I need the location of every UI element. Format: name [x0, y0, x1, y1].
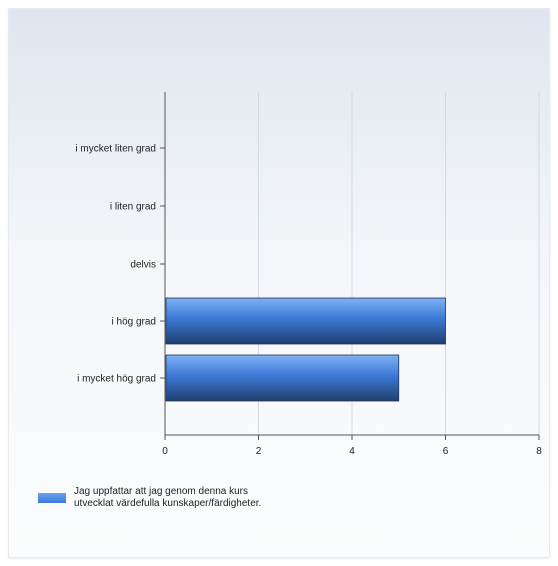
- bar-i-hög-grad: [165, 297, 446, 345]
- legend-swatch: [38, 493, 66, 503]
- bar-i-mycket-hög-grad: [165, 354, 400, 402]
- bars: [165, 297, 446, 402]
- x-tick-label: 6: [443, 446, 449, 457]
- y-tick-label: i mycket liten grad: [75, 144, 156, 155]
- x-tick-label: 8: [536, 446, 542, 457]
- y-tick-label: delvis: [130, 260, 156, 271]
- chart-panel: [8, 8, 550, 558]
- x-tick-label: 4: [349, 446, 355, 457]
- legend-label: Jag uppfattar att jag genom denna kurs u…: [74, 486, 262, 509]
- x-tick-label: 2: [256, 446, 262, 457]
- y-tick-label: i liten grad: [110, 202, 156, 213]
- x-tick-label: 0: [162, 446, 168, 457]
- y-tick-label: i mycket hög grad: [77, 374, 156, 385]
- y-tick-label: i hög grad: [112, 317, 156, 328]
- axes: 0 2 4 6 8 i mycket liten grad i liten grad delv…: [75, 92, 542, 457]
- legend: Jag uppfattar att jag genom denna kurs u…: [38, 486, 318, 510]
